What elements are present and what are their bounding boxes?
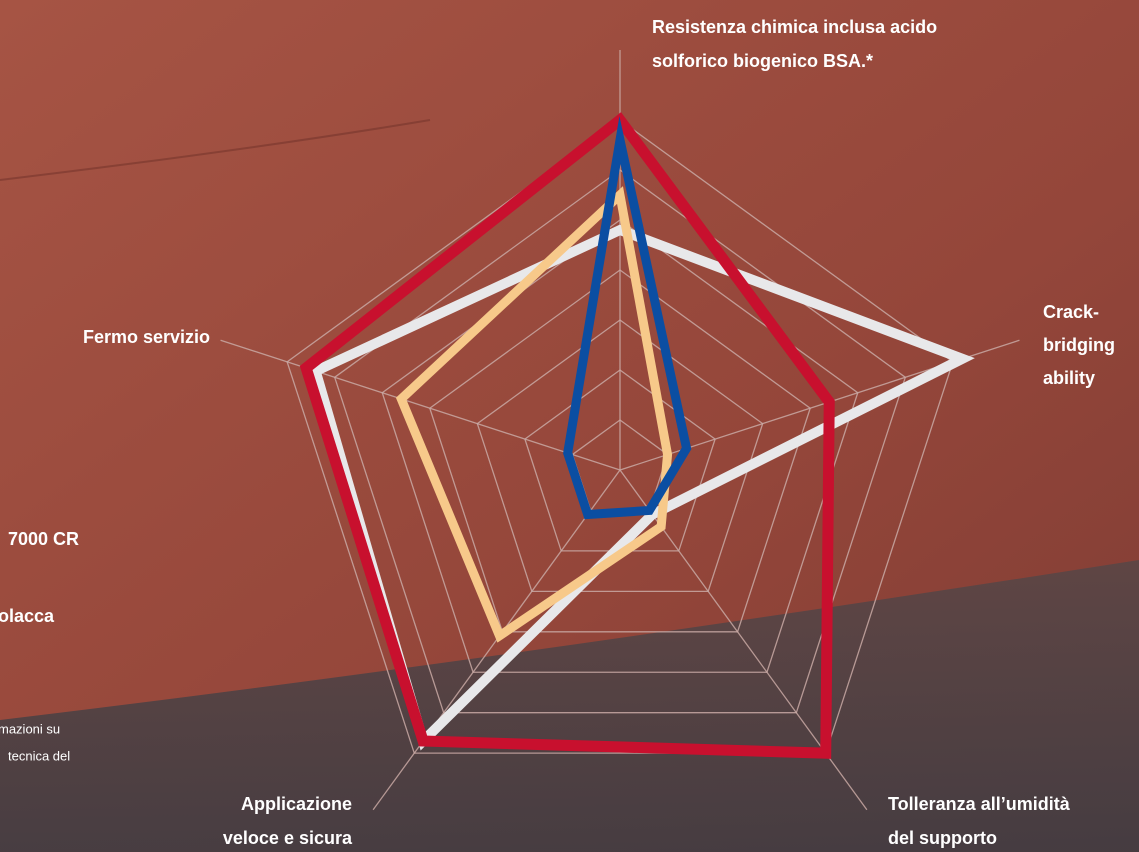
page: {"chart_data": {"type": "radar", "catego…	[0, 0, 1139, 852]
axis-label: solforico biogenico BSA.*	[652, 51, 873, 71]
side-text: mazioni su	[0, 721, 60, 736]
axis-label: Applicazione	[241, 794, 352, 814]
axis-label: Crack-	[1043, 302, 1099, 322]
axis-label: ability	[1043, 368, 1095, 388]
side-text: tecnica del	[8, 748, 70, 763]
axis-label: Fermo servizio	[83, 327, 210, 347]
axis-label: bridging	[1043, 335, 1115, 355]
axis-label: Tolleranza all’umidità	[888, 794, 1071, 814]
axis-label: Resistenza chimica inclusa acido	[652, 17, 937, 37]
axis-label: del supporto	[888, 828, 997, 848]
side-text: 7000 CR	[8, 529, 79, 549]
axis-label: veloce e sicura	[223, 828, 353, 848]
chart: Resistenza chimica inclusa acido solforic…	[0, 0, 1139, 852]
side-text: olacca	[0, 606, 55, 626]
